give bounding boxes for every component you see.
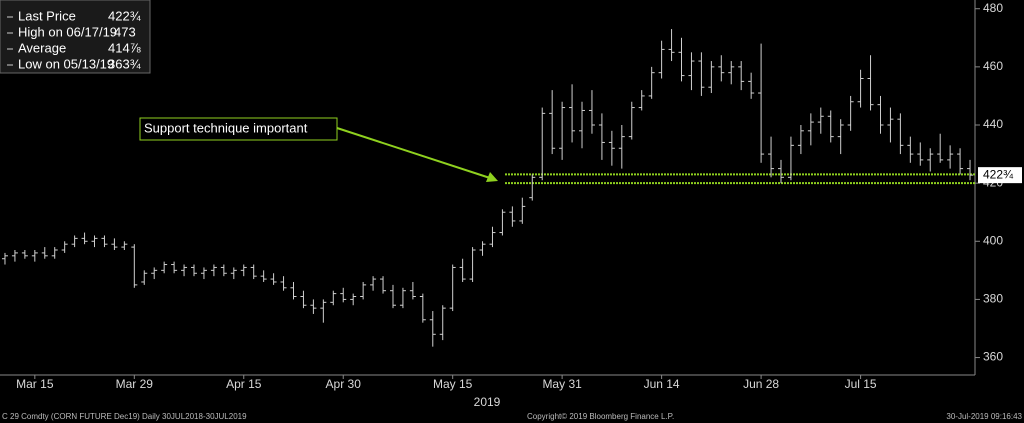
x-tick-label: Jun 28 [743, 377, 779, 391]
legend-value: 422¾ [108, 8, 141, 23]
x-tick-label: May 15 [433, 377, 473, 391]
legend-value: 414⅞ [108, 40, 141, 55]
footer-center: Copyright© 2019 Bloomberg Finance L.P. [527, 412, 674, 421]
x-tick-label: Jun 14 [644, 377, 680, 391]
y-tick-label: 440 [983, 117, 1003, 131]
x-tick-label: Mar 15 [16, 377, 54, 391]
legend-label: Low on 05/13/19 [18, 56, 114, 71]
x-tick-label: Apr 30 [326, 377, 362, 391]
x-tick-label: May 31 [542, 377, 582, 391]
legend-value: 473 [114, 24, 136, 39]
legend-label: High on 06/17/19 [18, 24, 117, 39]
legend-box [0, 0, 151, 74]
legend-label: Last Price [18, 8, 76, 23]
y-tick-label: 400 [983, 233, 1003, 247]
annotation: Support technique important [144, 120, 308, 135]
annotation-arrow [336, 127, 491, 179]
x-tick-label: Mar 29 [116, 377, 154, 391]
y-tick-label: 480 [983, 1, 1003, 15]
arrow-head [486, 172, 498, 182]
footer-right: 30-Jul-2019 09:16:43 [946, 412, 1022, 421]
y-tick-label: 380 [983, 292, 1003, 306]
x-tick-label: Apr 15 [226, 377, 262, 391]
legend-value: 363¾ [108, 56, 141, 71]
y-tick-label: 360 [983, 350, 1003, 364]
y-tick-label: 460 [983, 59, 1003, 73]
x-axis-label: 2019 [474, 395, 501, 409]
last-price-label: 422¾ [983, 167, 1014, 181]
legend-label: Average [18, 40, 66, 55]
last-price-tag [978, 167, 1022, 184]
x-tick-label: Jul 15 [845, 377, 877, 391]
footer-left: C 29 Comdty (CORN FUTURE Dec19) Daily 30… [2, 412, 247, 421]
